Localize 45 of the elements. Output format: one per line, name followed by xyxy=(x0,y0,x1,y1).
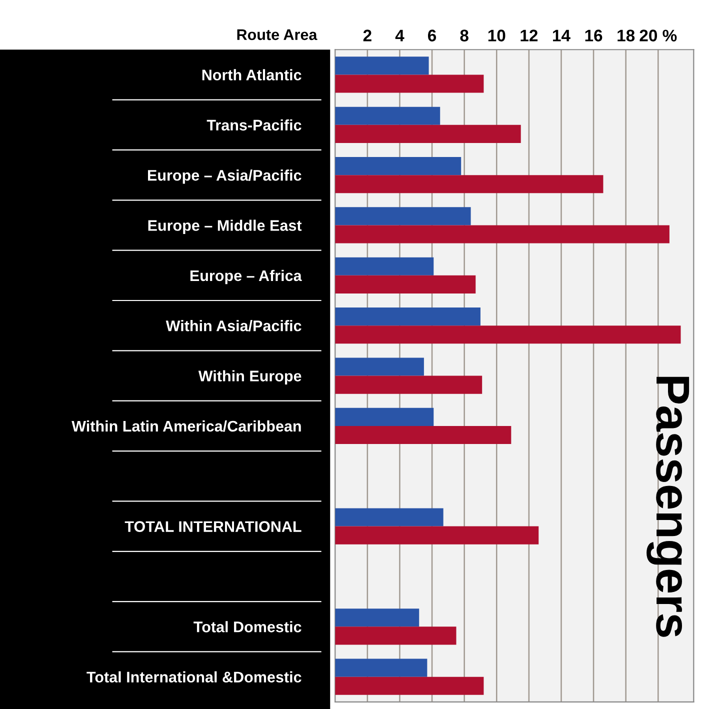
bar xyxy=(335,207,471,226)
bar xyxy=(335,74,484,93)
x-tick-label: 20 % xyxy=(640,30,677,42)
y-tick-label: Europe – Middle East xyxy=(148,220,302,234)
x-tick-label: 16 xyxy=(585,30,602,42)
x-tick-label: 18 xyxy=(618,30,635,42)
bar xyxy=(335,408,434,426)
y-tick-label: Total Domestic xyxy=(194,621,302,632)
y-tick-label: Total International &Domestic xyxy=(86,671,302,683)
y-tick-label: Trans-Pacific xyxy=(206,119,302,131)
x-tick-label: 6 xyxy=(428,30,436,42)
y-axis-title: Route Area xyxy=(237,29,318,40)
bar xyxy=(335,676,484,695)
bar xyxy=(335,225,670,244)
y-tick-label: Within Latin America/Caribbean xyxy=(72,420,301,432)
y-tick-label: Within Europe xyxy=(198,370,302,384)
bar xyxy=(335,608,420,627)
x-tick-label: 2 xyxy=(363,30,372,42)
bar xyxy=(335,124,521,143)
bar xyxy=(335,326,681,344)
bar xyxy=(335,56,429,75)
bar xyxy=(335,175,604,194)
bar xyxy=(335,257,434,276)
bar xyxy=(335,658,428,677)
bar xyxy=(335,526,539,544)
x-tick-label: 12 xyxy=(520,30,538,42)
bar xyxy=(335,106,440,125)
bar xyxy=(335,626,456,645)
bar xyxy=(335,426,512,444)
bar xyxy=(335,508,444,526)
y-tick-label: TOTAL INTERNATIONAL xyxy=(124,521,302,532)
bar xyxy=(335,157,462,176)
x-tick-label: 8 xyxy=(460,30,468,42)
bar xyxy=(335,376,482,394)
bar xyxy=(335,308,480,326)
x-tick-label: 10 xyxy=(488,30,506,42)
text: Passengers xyxy=(646,376,690,637)
bar xyxy=(335,275,476,294)
y-tick-label: Europe – Africa xyxy=(190,270,302,284)
y-tick-label: Europe – Asia/Pacific xyxy=(148,170,302,184)
y-tick-label: Within Asia/Pacific xyxy=(166,320,302,332)
bar xyxy=(335,358,424,376)
y-tick-label: North Atlantic xyxy=(202,69,302,80)
x-tick-label: 14 xyxy=(553,30,570,42)
x-tick-label: 4 xyxy=(395,30,404,42)
